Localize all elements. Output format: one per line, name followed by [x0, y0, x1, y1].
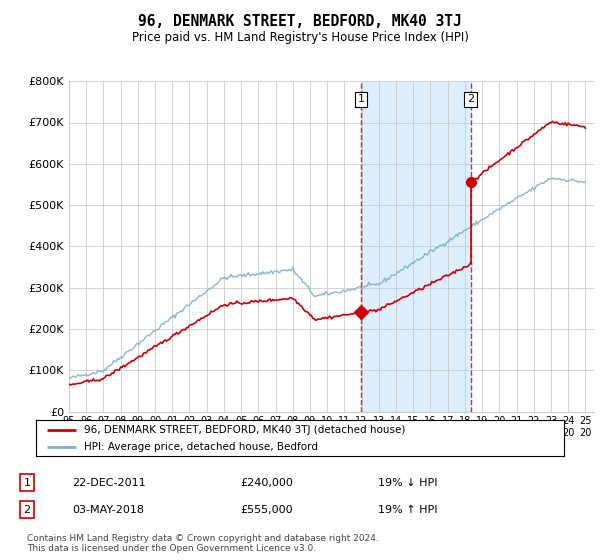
Text: Contains HM Land Registry data © Crown copyright and database right 2024.
This d: Contains HM Land Registry data © Crown c… [27, 534, 379, 553]
Text: 2: 2 [467, 95, 475, 104]
Text: £555,000: £555,000 [240, 505, 293, 515]
Text: 1: 1 [23, 478, 31, 488]
Text: £240,000: £240,000 [240, 478, 293, 488]
Text: 19% ↓ HPI: 19% ↓ HPI [378, 478, 437, 488]
Text: 03-MAY-2018: 03-MAY-2018 [72, 505, 144, 515]
Text: 96, DENMARK STREET, BEDFORD, MK40 3TJ: 96, DENMARK STREET, BEDFORD, MK40 3TJ [138, 14, 462, 29]
Text: 2: 2 [23, 505, 31, 515]
Text: HPI: Average price, detached house, Bedford: HPI: Average price, detached house, Bedf… [83, 442, 317, 452]
Text: 96, DENMARK STREET, BEDFORD, MK40 3TJ (detached house): 96, DENMARK STREET, BEDFORD, MK40 3TJ (d… [83, 425, 405, 435]
Text: 1: 1 [358, 95, 365, 104]
Text: 22-DEC-2011: 22-DEC-2011 [72, 478, 146, 488]
Text: Price paid vs. HM Land Registry's House Price Index (HPI): Price paid vs. HM Land Registry's House … [131, 31, 469, 44]
Text: 19% ↑ HPI: 19% ↑ HPI [378, 505, 437, 515]
Bar [361, 81, 471, 412]
